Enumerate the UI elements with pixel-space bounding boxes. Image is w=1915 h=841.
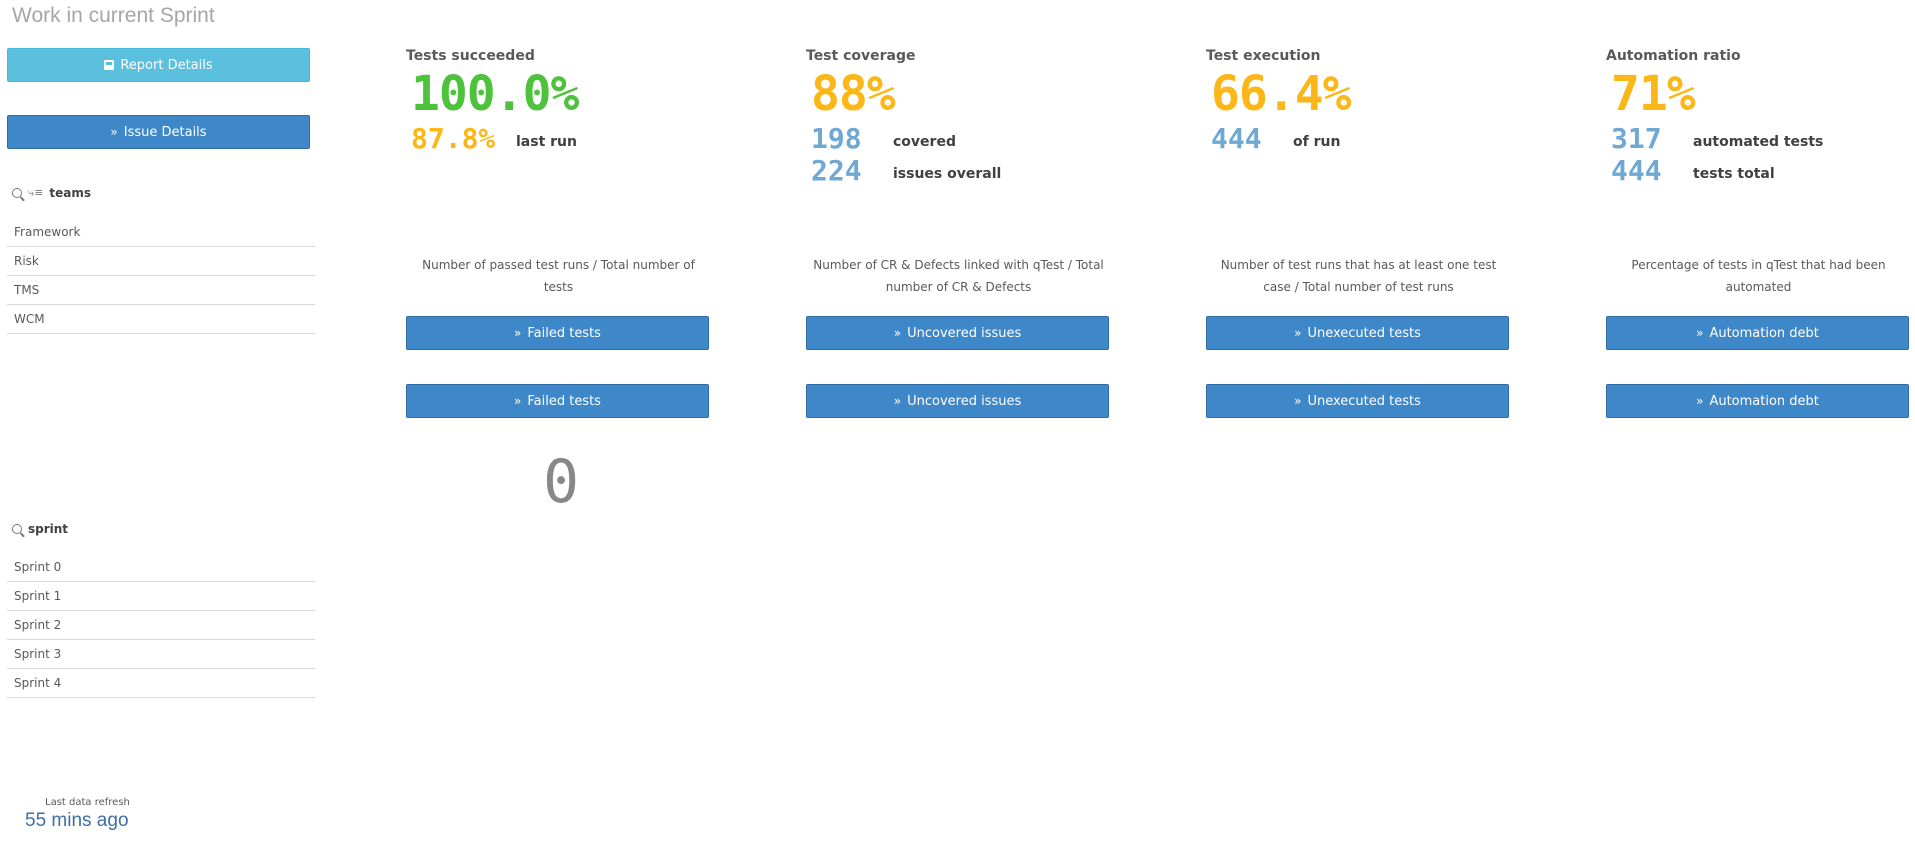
issue-details-label: Issue Details — [123, 124, 207, 140]
search-icon[interactable] — [12, 188, 22, 198]
failed-tests-button[interactable]: » Failed tests — [406, 316, 709, 350]
kpi-sub-label: issues overall — [893, 166, 1002, 182]
button-label: Unexecuted tests — [1307, 325, 1421, 341]
button-label: Failed tests — [527, 393, 601, 409]
list-item[interactable]: TMS — [7, 276, 315, 305]
list-item[interactable]: Risk — [7, 247, 315, 276]
double-chevron-right-icon: » — [1696, 326, 1704, 340]
kpi-sub-value: 87.8% — [411, 122, 496, 155]
button-label: Uncovered issues — [907, 325, 1022, 341]
double-chevron-right-icon: » — [1696, 394, 1704, 408]
kpi-main-value: 71% — [1611, 66, 1696, 122]
button-label: Automation debt — [1709, 325, 1819, 341]
kpi-title: Test execution — [1206, 48, 1321, 64]
hierarchy-icon: ⤷≡ — [28, 186, 44, 199]
double-chevron-right-icon: » — [514, 394, 522, 408]
list-item[interactable]: Sprint 3 — [7, 640, 315, 669]
kpi-sub-value: 198 — [811, 122, 862, 155]
kpi-sub-value: 224 — [811, 154, 862, 187]
double-chevron-right-icon: » — [893, 326, 902, 340]
kpi-description: Percentage of tests in qTest that had be… — [1631, 258, 1886, 294]
kpi-test-coverage: Test coverage 88% 198 covered 224 issues… — [806, 48, 1111, 428]
button-label: Uncovered issues — [907, 393, 1022, 409]
failed-count-value: 0 — [543, 447, 580, 517]
report-details-button[interactable]: Report Details — [7, 48, 310, 82]
teams-filter-header[interactable]: ⤷≡ teams — [12, 186, 91, 200]
sprint-filter-header[interactable]: sprint — [12, 522, 68, 536]
unexecuted-tests-button[interactable]: » Unexecuted tests — [1206, 316, 1509, 350]
search-icon[interactable] — [12, 524, 22, 534]
kpi-sub-label: automated tests — [1693, 134, 1824, 150]
failed-tests-button-2[interactable]: » Failed tests — [406, 384, 709, 418]
kpi-sub-label: of run — [1293, 134, 1341, 150]
kpi-main-value: 88% — [811, 66, 896, 122]
list-item[interactable]: Sprint 1 — [7, 582, 315, 611]
double-chevron-right-icon: » — [110, 125, 118, 139]
kpi-sub-label: last run — [516, 134, 577, 150]
unexecuted-tests-button-2[interactable]: » Unexecuted tests — [1206, 384, 1509, 418]
double-chevron-right-icon: » — [514, 326, 522, 340]
double-chevron-right-icon: » — [1294, 394, 1302, 408]
kpi-sub-value: 444 — [1611, 154, 1662, 187]
teams-list: Framework Risk TMS WCM — [7, 218, 315, 334]
kpi-sub-label: tests total — [1693, 166, 1775, 182]
kpi-sub-value: 317 — [1611, 122, 1662, 155]
kpi-title: Tests succeeded — [406, 48, 535, 64]
last-refresh-label: Last data refresh — [45, 797, 130, 808]
button-label: Failed tests — [527, 325, 601, 341]
list-item[interactable]: Sprint 2 — [7, 611, 315, 640]
automation-debt-button[interactable]: » Automation debt — [1606, 316, 1909, 350]
uncovered-issues-button-2[interactable]: » Uncovered issues — [806, 384, 1109, 418]
sprint-filter-label: sprint — [28, 522, 69, 536]
kpi-description: Number of passed test runs / Total numbe… — [422, 258, 695, 294]
kpi-tests-succeeded: Tests succeeded 100.0% 87.8% last run Nu… — [406, 48, 711, 428]
kpi-main-value: 66.4% — [1211, 66, 1351, 122]
kpi-title: Automation ratio — [1606, 48, 1741, 64]
list-item[interactable]: WCM — [7, 305, 315, 334]
last-refresh-value: 55 mins ago — [25, 810, 129, 831]
double-chevron-right-icon: » — [1294, 326, 1302, 340]
report-details-label: Report Details — [120, 57, 213, 73]
page-title: Work in current Sprint — [12, 4, 215, 27]
teams-filter-label: teams — [49, 186, 92, 200]
kpi-sub-value: 444 — [1211, 122, 1262, 155]
sprint-list: Sprint 0 Sprint 1 Sprint 2 Sprint 3 Spri… — [7, 553, 315, 698]
kpi-automation-ratio: Automation ratio 71% 317 automated tests… — [1606, 48, 1911, 428]
list-item[interactable]: Sprint 0 — [7, 553, 315, 582]
button-label: Automation debt — [1709, 393, 1819, 409]
kpi-description: Number of test runs that has at least on… — [1220, 258, 1497, 294]
issue-details-button[interactable]: » Issue Details — [7, 115, 310, 149]
kpi-test-execution: Test execution 66.4% 444 of run Number o… — [1206, 48, 1511, 428]
automation-debt-button-2[interactable]: » Automation debt — [1606, 384, 1909, 418]
save-icon — [104, 60, 115, 70]
kpi-main-value: 100.0% — [411, 66, 579, 122]
kpi-title: Test coverage — [806, 48, 916, 64]
uncovered-issues-button[interactable]: » Uncovered issues — [806, 316, 1109, 350]
kpi-description: Number of CR & Defects linked with qTest… — [813, 258, 1104, 294]
double-chevron-right-icon: » — [893, 394, 902, 408]
button-label: Unexecuted tests — [1307, 393, 1421, 409]
list-item[interactable]: Sprint 4 — [7, 669, 315, 698]
kpi-sub-label: covered — [893, 134, 956, 150]
list-item[interactable]: Framework — [7, 218, 315, 247]
